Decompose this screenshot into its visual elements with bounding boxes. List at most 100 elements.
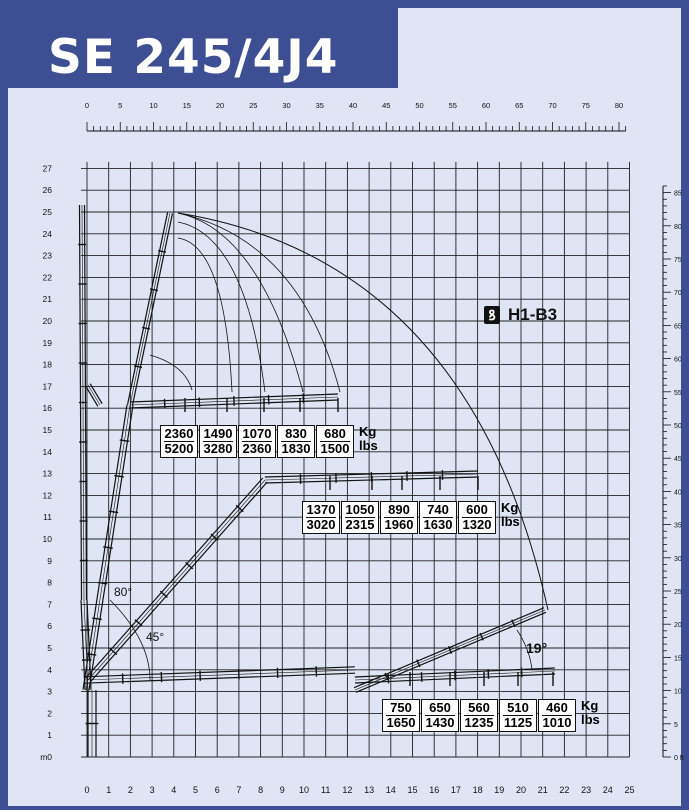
right-axis-label: 85	[674, 191, 682, 198]
left-axis-label: 18	[43, 360, 53, 370]
reach-arc	[177, 221, 266, 393]
boom-joint	[447, 646, 453, 654]
top-axis-label: 20	[216, 101, 224, 110]
boom-edge	[86, 599, 92, 690]
boom-edge	[80, 600, 86, 691]
boom-joint	[133, 365, 143, 369]
bottom-axis-label: 20	[516, 785, 526, 795]
right-axis-label: 5	[674, 722, 678, 729]
bottom-axis-label: 21	[538, 785, 548, 795]
capacity-row-2: 1370 3020 1050 2315 890 1960 740 1630 600 132…	[302, 501, 520, 534]
top-axis-label: 60	[482, 101, 490, 110]
boom-edge	[84, 672, 356, 684]
left-axis-label: 4	[47, 665, 52, 675]
left-axis-label: 19	[43, 338, 53, 348]
capacity-cell: 1050 2315	[341, 501, 379, 534]
boom-edge	[89, 481, 268, 683]
bottom-axis-label: 11	[321, 785, 330, 795]
capacity-cell: 890 1960	[380, 501, 418, 534]
bottom-axis-label: 16	[429, 785, 439, 795]
bottom-axis-label: 5	[193, 785, 198, 795]
bottom-axis-label: 4	[171, 785, 176, 795]
capacity-cell: 650 1430	[421, 699, 459, 732]
capacity-cell: 460 1010	[538, 699, 576, 732]
axis-labels: m012345678910111213141516171819202122232…	[40, 101, 684, 795]
capacity-row-1: 2360 5200 1490 3280 1070 2360 830 1830 680 15…	[160, 425, 378, 458]
bottom-axis-label: 13	[364, 785, 374, 795]
bottom-axis-label: 22	[559, 785, 569, 795]
bottom-axis-label: 18	[473, 785, 483, 795]
bottom-axis-label: 17	[451, 785, 461, 795]
boom-joint	[416, 659, 421, 668]
bottom-axis-label: 14	[386, 785, 396, 795]
capacity-cell: 1070 2360	[238, 425, 276, 458]
top-axis-label: 15	[183, 101, 191, 110]
bottom-axis-label: 1	[106, 785, 111, 795]
boom-center	[87, 479, 266, 681]
right-axis-label: 0 ft	[674, 755, 684, 762]
bottom-axis-label: 19	[494, 785, 504, 795]
capacity-cell: 560 1235	[460, 699, 498, 732]
left-axis-label: 14	[43, 447, 53, 457]
left-axis-label: 17	[43, 381, 53, 391]
bottom-axis-label: 7	[236, 785, 241, 795]
right-axis-label: 60	[674, 357, 682, 364]
bottom-axis-label: 9	[280, 785, 285, 795]
reach-arc	[177, 212, 341, 393]
boom-edge	[83, 666, 355, 678]
top-axis-label: 55	[449, 101, 457, 110]
top-axis-label: 0	[85, 101, 89, 110]
left-axis-label: 22	[43, 272, 53, 282]
boom-center	[83, 599, 89, 691]
boom-joint	[109, 647, 118, 656]
top-axis-label: 80	[615, 101, 623, 110]
angle-arc	[516, 629, 533, 671]
left-axis-label: 21	[43, 294, 53, 304]
top-axis-label: 35	[316, 101, 324, 110]
top-axis-label: 30	[282, 101, 290, 110]
left-axis-label: 26	[43, 185, 53, 195]
axis-ticks	[86, 122, 671, 758]
left-axis-label: 10	[43, 534, 53, 544]
left-axis-label: 16	[43, 403, 53, 413]
bottom-axis-label: 3	[150, 785, 155, 795]
capacity-cell: 1370 3020	[302, 501, 340, 534]
right-axis-label: 30	[674, 556, 682, 563]
reach-arc	[177, 237, 233, 393]
left-axis-label: 23	[43, 251, 53, 261]
page-title: SE 245/4J4	[48, 30, 339, 85]
boom-joint	[103, 546, 113, 549]
boom-joint	[149, 288, 159, 292]
left-axis-label: 8	[47, 578, 52, 588]
unit-label: Kg lbs	[501, 500, 520, 529]
boom-joint	[210, 533, 219, 541]
boom-center	[87, 384, 101, 406]
model-label: H1-B3	[508, 305, 558, 324]
boom-joint	[97, 581, 108, 585]
boom-edge	[126, 212, 169, 405]
right-axis-label: 20	[674, 622, 682, 629]
left-axis-label: 2	[47, 708, 52, 718]
right-axis-label: 70	[674, 290, 682, 297]
bottom-axis-label: 12	[342, 785, 352, 795]
bottom-axis-label: 23	[581, 785, 591, 795]
left-axis-label: m0	[40, 752, 52, 762]
bottom-axis-label: 15	[407, 785, 417, 795]
boom-joint	[159, 590, 168, 598]
angle-label-80: 80°	[114, 585, 133, 599]
top-axis-label: 25	[249, 101, 257, 110]
bottom-axis-label: 6	[215, 785, 220, 795]
boom-center	[83, 669, 356, 681]
boom-joint	[92, 617, 102, 621]
capacity-cell: 680 1500	[316, 425, 354, 458]
title-box: SE 245/4J4	[8, 8, 398, 88]
bottom-axis-label: 24	[603, 785, 613, 795]
bottom-axis-label: 8	[258, 785, 263, 795]
bottom-axis-label: 2	[128, 785, 133, 795]
boom-joint	[384, 672, 389, 681]
crane-drawing	[78, 204, 556, 757]
left-axis-label: 1	[47, 730, 52, 740]
capacity-cell: 600 1320	[458, 501, 496, 534]
right-axis-label: 55	[674, 390, 682, 397]
bottom-axis-label: 10	[299, 785, 309, 795]
